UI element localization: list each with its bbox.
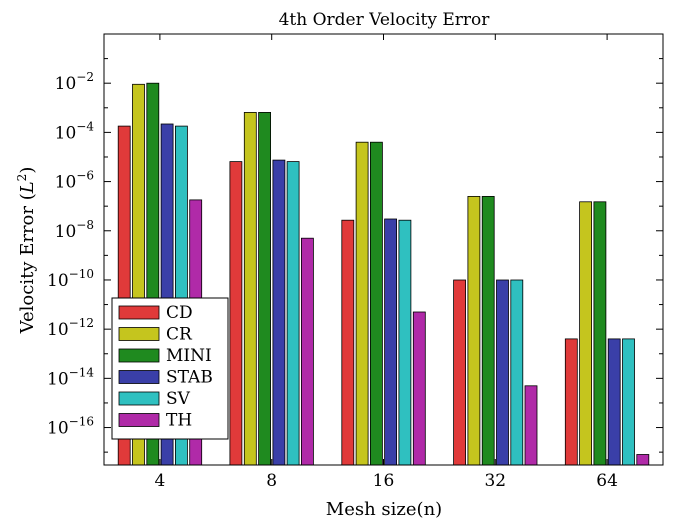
legend-label-th: TH (166, 411, 192, 431)
legend-label-cr: CR (166, 325, 193, 345)
y-tick-label: 10−2 (55, 70, 94, 94)
bar-cr-n8 (243, 112, 257, 466)
x-axis-label: Mesh size(n) (326, 499, 442, 520)
y-tick-label: 10−14 (47, 365, 94, 389)
x-axis-ticks: 4 8 16 32 64 (154, 34, 618, 491)
chart-title: 4th Order Velocity Error (279, 10, 491, 30)
x-tick-label-4: 4 (154, 471, 165, 491)
bar-cr-n16 (355, 141, 369, 466)
bar-th-n64 (636, 454, 650, 466)
y-tick-label: 10−10 (47, 267, 94, 291)
x-tick-label-16: 16 (373, 471, 395, 491)
y-tick-label: 10−8 (55, 218, 94, 242)
y-tick-label: 10−6 (55, 169, 94, 193)
legend-swatch-th (118, 413, 160, 427)
y-tick-label: 10−16 (47, 415, 94, 439)
legend-swatch-sv (118, 391, 160, 406)
bar-th-n32 (524, 385, 538, 466)
legend-swatch-cd (118, 305, 160, 320)
legend-swatch-stab (118, 370, 160, 384)
y-axis-label-close: ) (17, 167, 38, 174)
bar-mini-n16 (369, 141, 383, 466)
bar-cd-n16 (341, 219, 355, 466)
bar-cr-n32 (467, 195, 481, 466)
y-axis-label-italic: L (17, 181, 38, 194)
legend-label-cd: CD (166, 303, 193, 323)
bar-th-n8 (300, 237, 314, 466)
bar-cd-n64 (564, 338, 578, 466)
bar-stab-n8 (272, 159, 286, 466)
bar-mini-n32 (481, 195, 495, 466)
x-tick-label-8: 8 (266, 471, 277, 491)
bar-cd-n32 (453, 279, 467, 466)
bar-th-n16 (412, 311, 426, 466)
x-tick-label-32: 32 (484, 471, 506, 491)
y-axis-label: Velocity Error (L2) (15, 167, 38, 335)
y-axis-label-sup: 2 (15, 174, 29, 182)
bar-cr-n64 (579, 201, 592, 466)
bar-sv-n16 (398, 219, 412, 466)
y-axis-ticks: 10−2 10−4 10−6 10−8 10−10 10−12 10−14 10−16 (47, 33, 663, 453)
x-tick-label-64: 64 (596, 471, 618, 491)
bar-stab-n32 (496, 279, 509, 466)
legend-label-mini: MINI (166, 346, 212, 366)
legend-label-stab: STAB (166, 368, 213, 388)
bar-mini-n8 (258, 112, 272, 466)
bar-sv-n64 (622, 338, 635, 466)
bar-stab-n16 (384, 218, 398, 466)
bar-sv-n32 (510, 279, 524, 466)
y-tick-label: 10−4 (55, 119, 95, 143)
bar-mini-n64 (593, 201, 607, 466)
bar-stab-n64 (607, 338, 621, 466)
y-tick-label: 10−12 (47, 316, 94, 340)
legend-swatch-cr (118, 327, 160, 341)
bar-sv-n8 (286, 161, 300, 466)
legend-label-sv: SV (166, 389, 191, 409)
bar-cd-n8 (229, 161, 243, 466)
legend-swatch-mini (118, 348, 160, 363)
y-axis-label-main: Velocity Error ( (17, 193, 38, 334)
